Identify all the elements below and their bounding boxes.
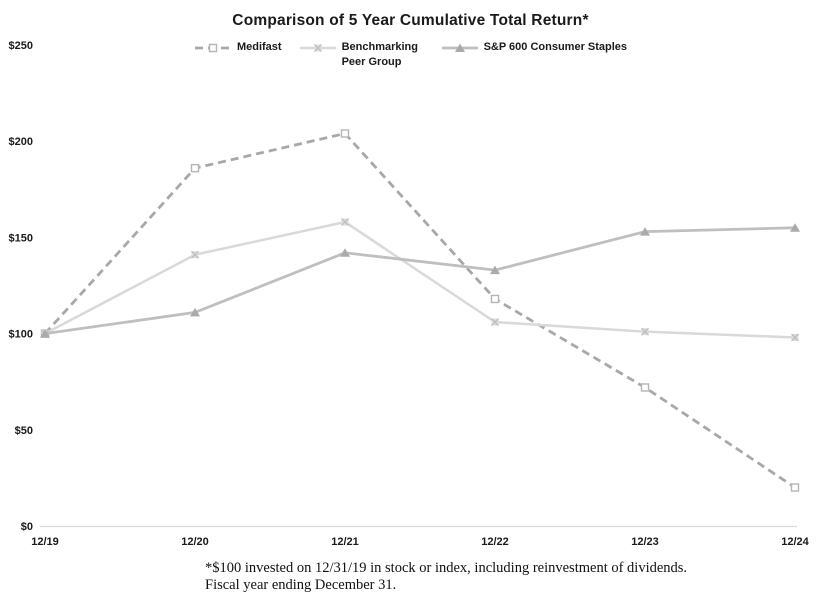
y-tick-label: $200 <box>9 136 33 148</box>
footnote-line-1: *$100 invested on 12/31/19 in stock or i… <box>205 560 688 576</box>
chart-footnote: *$100 invested on 12/31/19 in stock or i… <box>205 560 687 594</box>
legend-item-sp600-consumer-staples: S&P 600 Consumer Staples <box>441 40 627 55</box>
data-point-marker <box>190 307 200 317</box>
data-point-marker <box>340 248 350 257</box>
data-point-marker <box>640 383 650 392</box>
y-tick-label: $0 <box>21 521 33 533</box>
data-point-marker <box>641 327 649 336</box>
data-point-marker <box>341 218 349 226</box>
data-point-marker <box>491 318 499 326</box>
data-point-marker <box>790 483 800 492</box>
medifast-line-sample-icon <box>194 43 231 53</box>
legend-sample-marker <box>313 44 322 52</box>
legend-sample-marker <box>454 43 465 52</box>
series-0 <box>40 129 800 492</box>
benchmarking-line-sample-icon <box>299 44 336 52</box>
x-tick-label: 12/19 <box>31 536 59 548</box>
y-tick-label: $50 <box>15 425 33 437</box>
data-point-marker <box>640 227 650 236</box>
legend-label-sp600-consumer-staples: S&P 600 Consumer Staples <box>483 41 628 53</box>
series-line <box>44 220 796 339</box>
data-point-marker <box>790 223 800 232</box>
sp600-line-sample-icon <box>441 43 478 52</box>
legend-item-medifast: Medifast <box>194 40 282 55</box>
y-tick-label: $100 <box>9 329 33 341</box>
series-line <box>43 131 796 489</box>
legend-sample-marker <box>208 43 218 53</box>
footnote-line-2: Fiscal year ending December 31. <box>205 577 397 593</box>
series-1 <box>41 218 799 342</box>
y-tick-label: $150 <box>9 232 33 244</box>
legend-label-benchmarking-peer-group: Benchmarking Peer Group <box>341 41 418 68</box>
legend-label-medifast: Medifast <box>236 41 282 53</box>
x-tick-label: 12/21 <box>331 536 359 548</box>
x-tick-label: 12/20 <box>181 536 209 548</box>
data-point-marker <box>40 329 50 338</box>
y-tick-label: $250 <box>9 40 33 52</box>
x-tick-label: 12/24 <box>781 536 809 548</box>
data-point-marker <box>190 163 200 173</box>
data-point-marker <box>791 333 799 342</box>
series-line <box>44 226 796 335</box>
x-tick-label: 12/23 <box>631 536 659 548</box>
data-point-marker <box>490 265 500 275</box>
data-point-marker <box>340 129 350 138</box>
x-tick-label: 12/22 <box>481 536 509 548</box>
chart-title: Comparison of 5 Year Cumulative Total Re… <box>232 12 589 29</box>
data-point-marker <box>490 294 500 304</box>
chart-legend: Medifast Benchmarking Peer Group S&P 600… <box>0 40 821 70</box>
series-2 <box>40 223 800 338</box>
data-point-marker <box>191 250 199 259</box>
legend-item-benchmarking-peer-group: Benchmarking Peer Group <box>299 40 424 70</box>
